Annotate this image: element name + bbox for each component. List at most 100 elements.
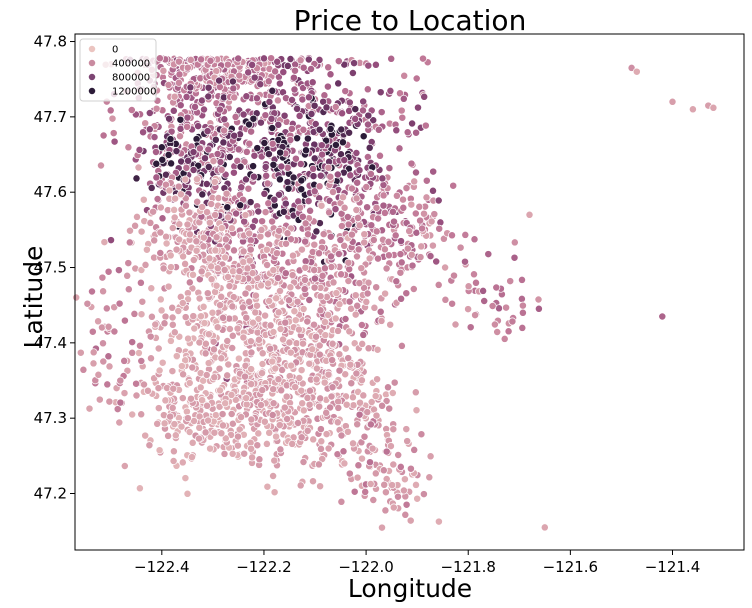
scatter-point xyxy=(147,183,156,192)
scatter-point xyxy=(128,338,137,347)
scatter-point xyxy=(225,282,234,291)
scatter-point xyxy=(310,274,319,283)
scatter-point xyxy=(279,335,287,344)
scatter-point xyxy=(409,285,418,293)
scatter-point xyxy=(441,263,450,272)
scatter-point xyxy=(344,220,353,229)
scatter-point xyxy=(518,323,527,332)
scatter-point xyxy=(315,402,324,411)
scatter-point xyxy=(234,54,243,63)
scatter-point xyxy=(303,317,312,326)
scatter-point xyxy=(203,289,212,298)
scatter-point xyxy=(89,359,98,368)
scatter-point xyxy=(114,266,123,275)
scatter-point xyxy=(277,386,286,395)
scatter-point xyxy=(448,231,456,240)
scatter-point xyxy=(359,132,368,141)
scatter-point xyxy=(277,162,286,171)
scatter-point xyxy=(247,365,256,374)
scatter-point xyxy=(120,356,129,365)
scatter-point xyxy=(230,131,239,140)
scatter-point xyxy=(392,126,401,135)
scatter-point xyxy=(255,455,264,464)
scatter-point xyxy=(169,447,178,456)
scatter-point xyxy=(293,134,302,143)
scatter-point xyxy=(185,428,194,436)
scatter-point xyxy=(346,171,355,180)
ticks-layer: −122.4 −122.2 −122.0 −121.8 −121.6 −121.4 47.2… xyxy=(34,33,701,576)
scatter-point xyxy=(414,103,422,112)
scatter-point xyxy=(364,120,372,129)
x-tick-label: −122.0 xyxy=(338,558,394,576)
scatter-point xyxy=(318,271,327,280)
scatter-point xyxy=(210,428,219,437)
scatter-point xyxy=(353,252,361,261)
scatter-point xyxy=(158,214,167,223)
scatter-point xyxy=(105,397,114,406)
scatter-point xyxy=(168,313,177,322)
scatter-point xyxy=(249,162,258,171)
scatter-point xyxy=(399,195,407,204)
scatter-point xyxy=(263,482,272,491)
scatter-point xyxy=(360,432,369,441)
scatter-point xyxy=(221,434,230,443)
scatter-point xyxy=(215,364,224,373)
scatter-point xyxy=(315,341,324,350)
scatter-point xyxy=(296,203,305,212)
scatter-point xyxy=(304,93,313,102)
scatter-point xyxy=(177,362,186,371)
scatter-point xyxy=(172,147,181,156)
scatter-point xyxy=(412,128,421,137)
scatter-point xyxy=(223,203,232,212)
scatter-point xyxy=(488,302,497,310)
scatter-point xyxy=(227,224,236,233)
scatter-point xyxy=(253,144,262,153)
scatter-point xyxy=(137,227,146,236)
scatter-point xyxy=(341,315,350,323)
scatter-point xyxy=(272,432,281,441)
scatter-point xyxy=(123,366,132,375)
scatter-point xyxy=(331,141,340,149)
scatter-point xyxy=(363,85,372,94)
scatter-point xyxy=(335,350,344,359)
scatter-point xyxy=(188,438,197,447)
scatter-point xyxy=(380,208,389,217)
scatter-point xyxy=(363,408,372,417)
scatter-point xyxy=(341,87,350,96)
scatter-point xyxy=(421,121,430,130)
scatter-point xyxy=(276,148,285,157)
scatter-point xyxy=(540,523,549,532)
scatter-point xyxy=(258,217,267,226)
scatter-point xyxy=(217,429,226,438)
scatter-point xyxy=(382,397,391,405)
scatter-point xyxy=(279,207,288,216)
y-tick-label: 47.2 xyxy=(34,485,67,503)
scatter-point xyxy=(147,284,156,293)
scatter-point xyxy=(197,312,205,321)
legend-marker xyxy=(88,87,96,95)
scatter-point xyxy=(229,267,237,276)
scatter-point xyxy=(223,371,232,380)
scatter-point xyxy=(525,210,534,219)
scatter-point xyxy=(303,134,312,143)
scatter-point xyxy=(399,203,408,212)
scatter-point xyxy=(220,115,229,124)
scatter-point xyxy=(362,183,371,191)
scatter-point xyxy=(124,285,133,294)
scatter-point xyxy=(217,354,226,363)
scatter-point xyxy=(406,464,415,473)
scatter-point xyxy=(479,286,488,295)
scatter-point xyxy=(228,302,237,311)
y-tick-label: 47.7 xyxy=(34,108,67,126)
scatter-point xyxy=(251,308,260,317)
scatter-point xyxy=(270,195,279,204)
scatter-point xyxy=(271,67,280,76)
scatter-point xyxy=(371,60,380,69)
scatter-point xyxy=(378,174,387,183)
scatter-point xyxy=(326,124,335,133)
scatter-point xyxy=(372,283,381,292)
scatter-point xyxy=(243,264,252,273)
scatter-point xyxy=(245,256,254,265)
scatter-point xyxy=(202,180,211,188)
scatter-point xyxy=(183,63,192,72)
